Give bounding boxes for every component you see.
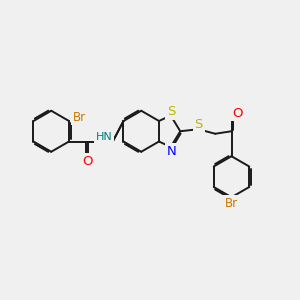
Text: Br: Br (72, 111, 86, 124)
Text: O: O (82, 155, 93, 168)
Text: Br: Br (225, 197, 238, 210)
Text: S: S (195, 118, 203, 131)
Text: S: S (167, 105, 176, 118)
Text: O: O (232, 107, 242, 120)
Text: N: N (166, 145, 176, 158)
Text: HN: HN (96, 131, 112, 142)
